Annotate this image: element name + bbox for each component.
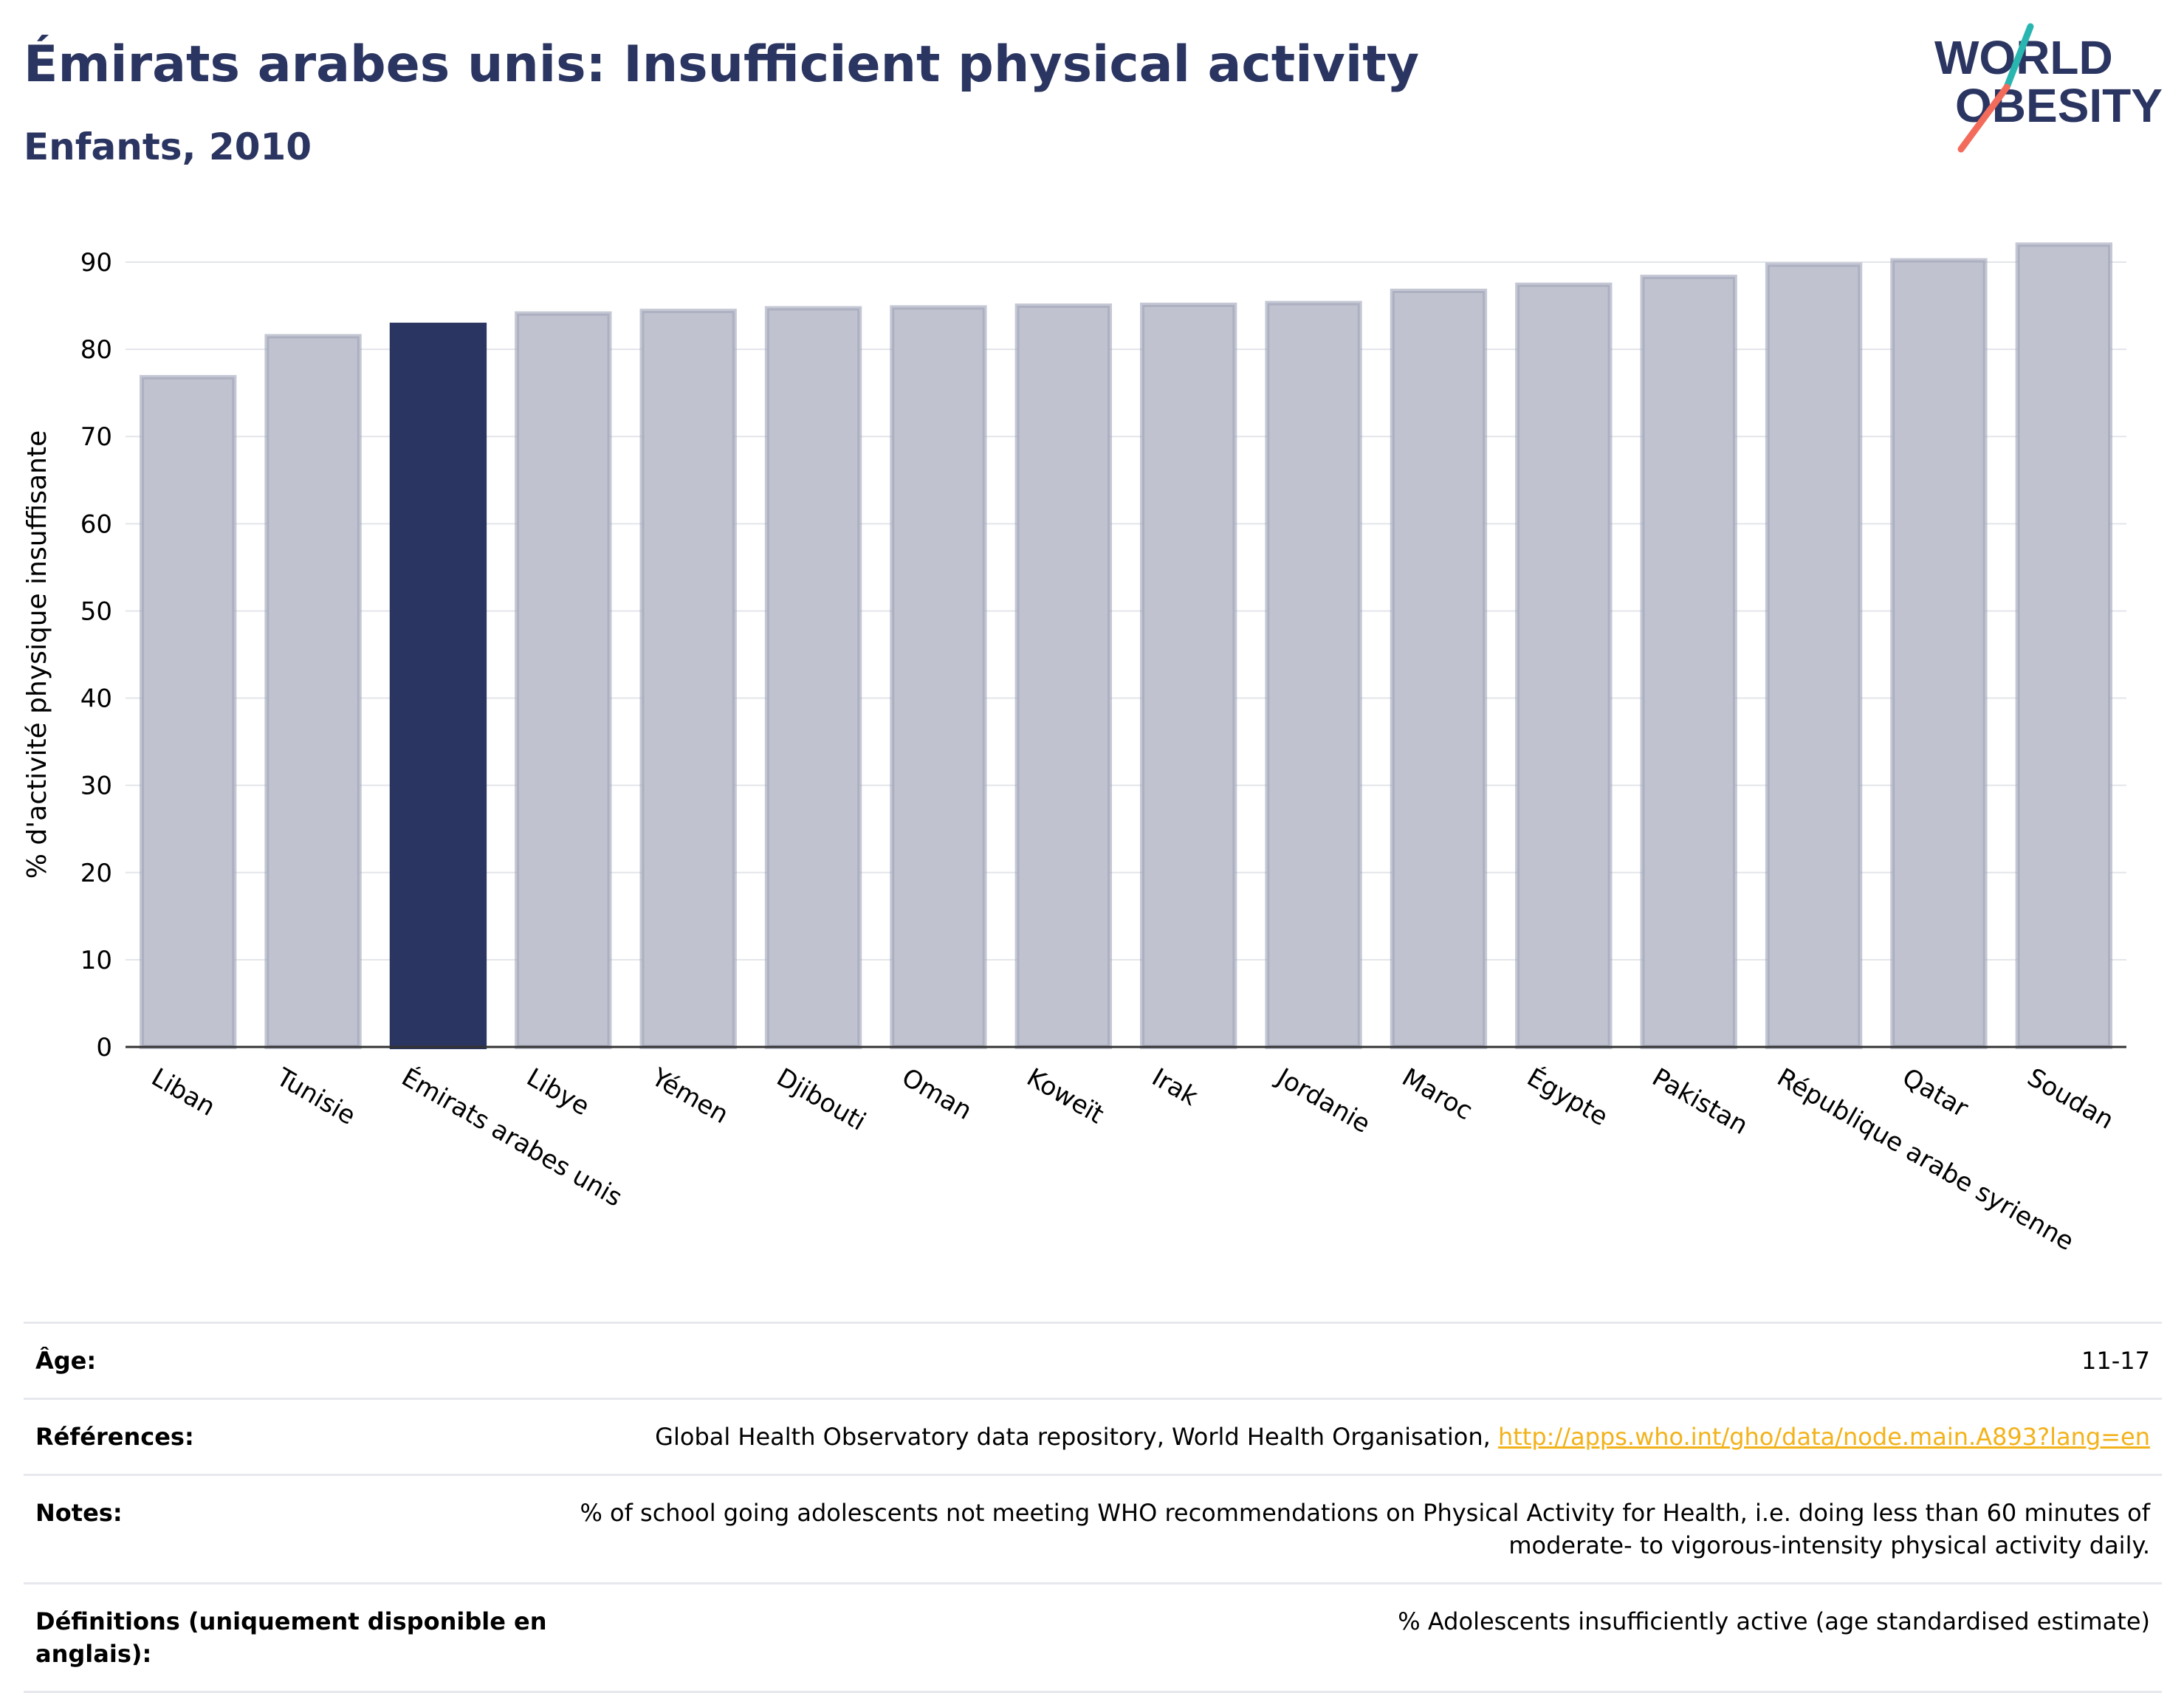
logo-slash-teal xyxy=(2003,23,2034,91)
bar xyxy=(2015,242,2112,1049)
x-tick-label: Maroc xyxy=(1397,1062,1477,1126)
bar xyxy=(389,323,487,1050)
x-tick-label: Djibouti xyxy=(772,1062,870,1137)
bar xyxy=(515,311,612,1049)
x-tick-label: Koweït xyxy=(1022,1062,1109,1130)
y-tick-label: 40 xyxy=(80,684,112,714)
metadata-table: Âge: 11-17 Références: Global Health Obs… xyxy=(24,1322,2162,1693)
x-tick-label: Pakistan xyxy=(1647,1062,1753,1141)
bar xyxy=(1140,302,1237,1049)
x-tick-label: Soudan xyxy=(2022,1062,2119,1136)
page-subtitle: Enfants, 2010 xyxy=(24,126,312,168)
logo-slash-coral xyxy=(1957,83,2010,153)
meta-row-definitions: Définitions (uniquement disponible en an… xyxy=(24,1582,2162,1693)
y-axis-label: % d'activité physique insuffisante xyxy=(22,430,52,879)
meta-row-notes: Notes: % of school going adolescents not… xyxy=(24,1474,2162,1582)
y-tick-label: 10 xyxy=(80,946,112,975)
x-tick-label: Émirats arabes unis xyxy=(396,1062,628,1212)
meta-row-age: Âge: 11-17 xyxy=(24,1322,2162,1398)
y-tick-label: 0 xyxy=(96,1033,112,1062)
x-tick-label: Qatar xyxy=(1897,1062,1973,1124)
y-tick-label: 70 xyxy=(80,422,112,452)
bar xyxy=(1515,282,1613,1050)
bar xyxy=(1390,288,1488,1049)
bar xyxy=(764,306,862,1049)
bar xyxy=(890,305,987,1049)
bar-chart: 0 10 20 30 40 50 60 70 80 90 Liban Tunisie Émirats … xyxy=(22,242,2126,1257)
bar xyxy=(140,374,237,1049)
x-tick-label: Oman xyxy=(896,1062,977,1126)
page-title: Émirats arabes unis: Insufficient physic… xyxy=(24,35,1420,94)
x-tick-label: Tunisie xyxy=(271,1062,361,1131)
bar xyxy=(264,334,362,1049)
y-tick-label: 60 xyxy=(80,509,112,539)
meta-row-references: Références: Global Health Observatory da… xyxy=(24,1398,2162,1474)
age-label: Âge: xyxy=(35,1347,97,1375)
bar xyxy=(1890,258,1988,1049)
references-text: Global Health Observatory data repositor… xyxy=(655,1423,1498,1451)
x-tick-label: Liban xyxy=(146,1062,220,1122)
definitions-value: % Adolescents insufficiently active (age… xyxy=(1398,1607,2150,1635)
bar xyxy=(1640,275,1737,1050)
x-tick-label: Yémen xyxy=(646,1062,734,1130)
notes-value: % of school going adolescents not meetin… xyxy=(580,1499,2150,1559)
bars xyxy=(126,242,2126,1050)
bar xyxy=(1765,262,1863,1049)
y-tick-labels: 0 10 20 30 40 50 60 70 80 90 xyxy=(80,248,112,1062)
references-label: Références: xyxy=(35,1423,194,1451)
bar xyxy=(639,309,737,1049)
bar xyxy=(1265,301,1362,1049)
x-tick-label: Égypte xyxy=(1522,1062,1613,1132)
notes-label: Notes: xyxy=(35,1499,123,1527)
y-tick-label: 20 xyxy=(80,859,112,888)
x-tick-label: Jordanie xyxy=(1271,1062,1376,1139)
y-tick-label: 80 xyxy=(80,335,112,365)
world-obesity-logo: WORLD OBESITY xyxy=(1934,23,2163,153)
x-tick-label: Libye xyxy=(521,1062,594,1122)
references-value: Global Health Observatory data repositor… xyxy=(564,1400,2162,1474)
references-link[interactable]: http://apps.who.int/gho/data/node.main.A… xyxy=(1497,1423,2150,1451)
x-tick-label: Irak xyxy=(1147,1062,1203,1112)
y-tick-label: 90 xyxy=(80,248,112,278)
definitions-label: Définitions (uniquement disponible en an… xyxy=(35,1607,547,1668)
bar xyxy=(1014,303,1112,1049)
y-tick-label: 30 xyxy=(80,772,112,801)
y-tick-label: 50 xyxy=(80,597,112,626)
age-value: 11-17 xyxy=(2081,1347,2150,1375)
